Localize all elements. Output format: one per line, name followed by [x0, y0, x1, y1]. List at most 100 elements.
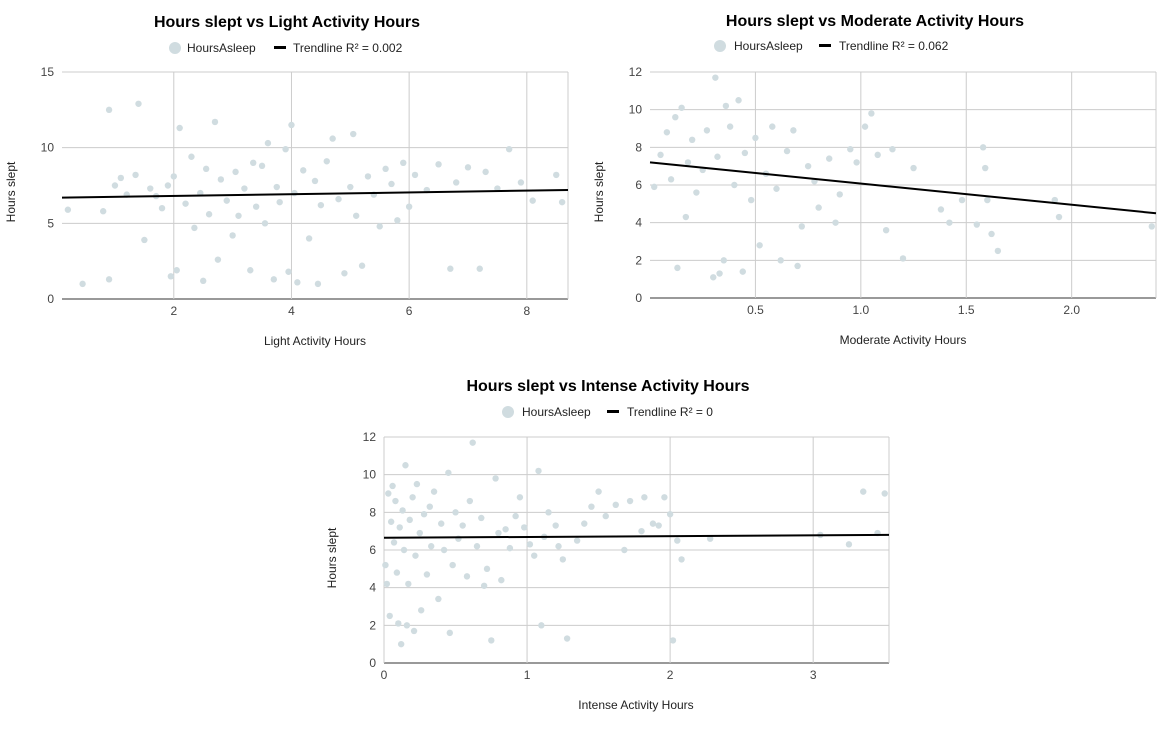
data-point	[826, 155, 833, 162]
y-tick-label: 12	[629, 65, 643, 79]
data-point	[881, 490, 888, 497]
data-point	[1055, 213, 1063, 221]
legend-marker-points	[169, 42, 181, 54]
y-tick-label: 8	[369, 505, 376, 519]
data-point	[341, 270, 348, 277]
data-point	[329, 135, 336, 142]
data-point	[649, 520, 657, 527]
data-point	[712, 74, 719, 81]
x-tick-label: 1	[524, 668, 531, 682]
data-point	[722, 102, 730, 110]
data-point	[158, 205, 166, 212]
data-point	[678, 556, 685, 563]
data-point	[739, 268, 746, 275]
legend-label-trendline: Trendline R² = 0.002	[293, 41, 403, 55]
x-tick-label: 3	[810, 668, 817, 682]
data-point	[466, 497, 474, 505]
data-point	[783, 147, 791, 155]
data-point	[396, 524, 403, 531]
data-point	[720, 257, 727, 264]
data-point	[405, 203, 413, 210]
data-point	[602, 512, 609, 520]
data-point	[706, 535, 714, 542]
chart-moderate-activity-svg: Hours slept vs Moderate Activity Hours H…	[592, 13, 1157, 347]
data-point	[395, 620, 402, 627]
data-point	[276, 198, 283, 206]
x-tick-label: 2	[170, 304, 177, 318]
data-point	[693, 189, 700, 196]
data-point	[581, 520, 588, 527]
y-tick-label: 10	[41, 141, 55, 155]
data-point	[860, 488, 867, 495]
data-point	[438, 520, 445, 527]
data-point	[282, 145, 289, 153]
data-point	[241, 185, 248, 192]
data-point	[252, 203, 260, 210]
data-point	[167, 273, 175, 280]
data-point	[845, 541, 853, 548]
y-axis-title: Hours slept	[325, 527, 339, 588]
data-point	[703, 127, 711, 134]
data-point	[105, 106, 113, 114]
data-point	[347, 183, 354, 191]
data-point	[773, 185, 780, 192]
data-point	[420, 511, 428, 518]
data-point	[117, 174, 125, 182]
data-point	[946, 219, 953, 226]
data-point	[170, 173, 177, 180]
legend-label-series: HoursAsleep	[734, 39, 803, 53]
data-point	[305, 235, 313, 242]
chart-intense-activity: Hours slept vs Intense Activity Hours Ho…	[310, 365, 910, 725]
data-point	[463, 573, 471, 580]
data-point	[423, 571, 431, 578]
data-point	[663, 129, 671, 136]
data-point	[411, 171, 419, 179]
data-point	[538, 622, 545, 629]
data-point	[889, 146, 896, 153]
y-axis-title-visible: Hours slept	[592, 161, 606, 222]
x-tick-label: 2	[667, 668, 674, 682]
data-point	[520, 524, 528, 531]
data-point	[399, 507, 406, 514]
legend: HoursAsleep Trendline R² = 0.062	[714, 39, 949, 53]
data-point	[790, 127, 797, 134]
data-point	[335, 195, 342, 203]
data-point	[558, 198, 566, 206]
data-point	[769, 123, 776, 130]
data-point	[988, 230, 995, 238]
data-point	[535, 467, 542, 475]
x-tick-label: 2.0	[1063, 303, 1080, 317]
data-point	[498, 576, 505, 584]
data-point	[392, 497, 399, 505]
data-point	[563, 635, 571, 642]
data-point	[141, 236, 148, 244]
data-point	[250, 159, 257, 166]
data-point	[726, 123, 734, 130]
chart-title: Hours slept vs Light Activity Hours	[154, 14, 420, 31]
x-tick-label: 0.5	[747, 303, 764, 317]
data-point	[752, 134, 759, 142]
x-tick-label: 1.5	[958, 303, 975, 317]
x-tick-label: 8	[523, 304, 530, 318]
y-tick-label: 6	[369, 543, 376, 557]
data-point	[217, 176, 225, 183]
data-point	[555, 543, 562, 550]
data-point	[264, 139, 272, 147]
data-point	[748, 196, 755, 204]
data-point	[417, 607, 425, 614]
data-point	[273, 183, 280, 191]
data-point	[132, 171, 139, 179]
data-point	[211, 118, 219, 126]
data-point	[621, 546, 628, 554]
data-point	[164, 182, 172, 189]
data-point	[314, 280, 322, 288]
y-tick-label: 5	[47, 216, 54, 230]
y-tick-label: 2	[369, 618, 376, 632]
data-point	[937, 206, 945, 213]
data-point	[853, 159, 860, 166]
data-point	[426, 503, 433, 510]
data-point	[382, 561, 389, 569]
data-point	[446, 629, 454, 637]
data-point	[385, 490, 392, 497]
data-point	[350, 130, 357, 138]
